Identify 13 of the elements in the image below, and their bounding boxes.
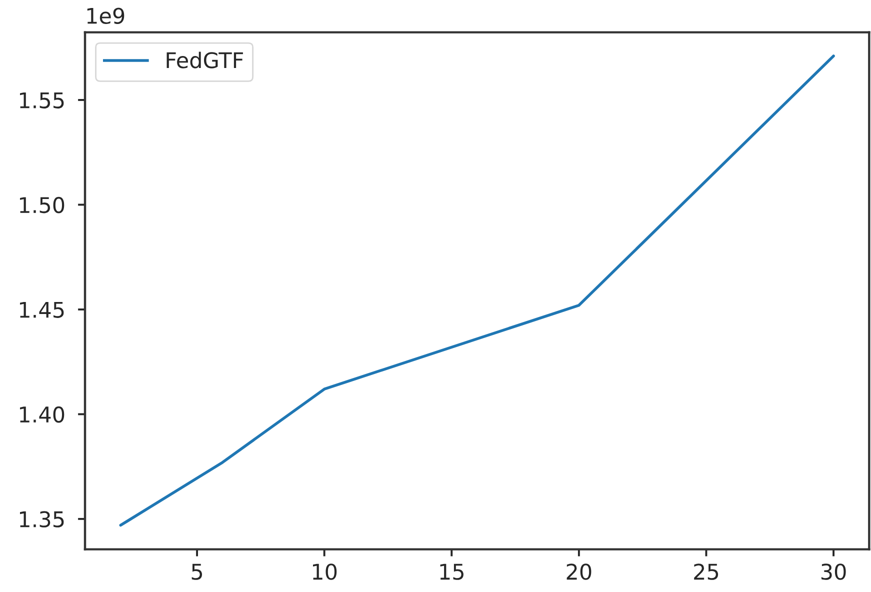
x-tick-label: 25 [694,564,718,580]
y-tick-label: 1.35 [20,511,64,528]
y-tick-label: 1.55 [20,92,64,108]
x-tick-label: 30 [821,564,846,580]
y-tick-label: 1.50 [20,196,64,214]
y-tick-label: 1.45 [20,302,64,318]
legend-label: FedGTF [166,52,243,68]
x-tick-label: 5 [192,564,202,580]
x-tick-label: 15 [440,564,464,580]
x-tick-label: 20 [566,564,592,580]
x-tick-label: 10 [313,564,337,580]
y-tick-label: 1.40 [20,406,64,423]
text: 1e9 [87,8,124,24]
